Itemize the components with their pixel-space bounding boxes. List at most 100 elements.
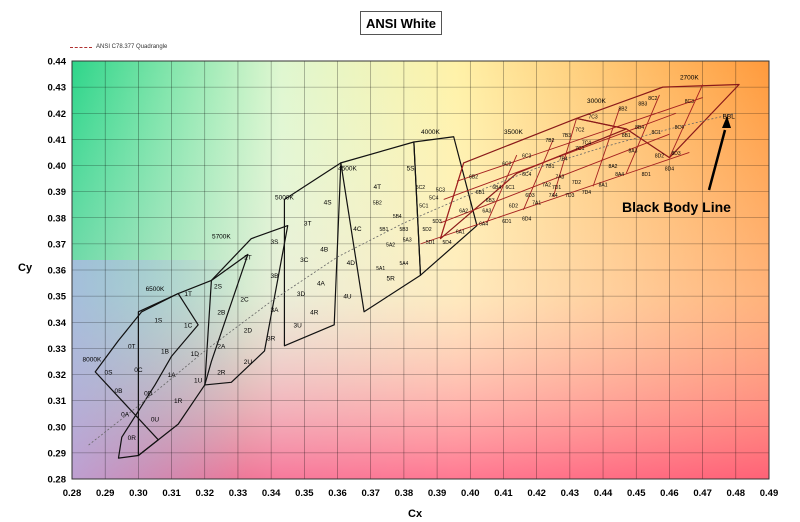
bin-label: 1T	[184, 291, 192, 298]
x-tick-label: 0.29	[96, 488, 115, 499]
bin-label: 1D	[191, 351, 200, 358]
bin-label-small: 6A1	[456, 229, 465, 235]
bin-label-small: 7C4	[582, 141, 591, 147]
sub-bin-line	[522, 139, 554, 211]
bin-label-small: 7A1	[532, 201, 541, 207]
bin-label-small: 5C3	[436, 188, 445, 194]
y-tick-label: 0.30	[48, 422, 67, 433]
bin-label-small: 6A4	[479, 222, 488, 228]
bin-label: 1B	[161, 349, 169, 356]
x-tick-label: 0.39	[428, 488, 447, 499]
bin-label-small: 6D3	[525, 193, 534, 199]
bin-label: 2D	[244, 328, 253, 335]
bin-label-small: 6B1	[476, 190, 485, 196]
bin-label: 2A	[217, 343, 226, 350]
cct-label: 4000K	[421, 129, 440, 136]
bin-label: 3B	[270, 273, 278, 280]
bin-label-small: 6D4	[522, 216, 531, 222]
y-tick-label: 0.33	[48, 344, 67, 355]
bin-label-small: 8C1	[652, 130, 661, 136]
bin-label-small: 6C2	[502, 162, 511, 168]
bin-label-small: 6C1	[506, 185, 515, 191]
bin-label-small: 5A3	[403, 237, 412, 243]
y-tick-label: 0.41	[48, 135, 67, 146]
sub-bin-row	[420, 152, 690, 245]
bin-label-small: 8B2	[619, 107, 628, 113]
chart-title: ANSI White	[360, 11, 442, 35]
x-tick-label: 0.30	[129, 488, 148, 499]
cct-label: 6500K	[146, 286, 165, 293]
bin-label-small: 5C2	[416, 185, 425, 191]
bin-label: 2S	[214, 283, 223, 290]
y-tick-label: 0.40	[48, 161, 67, 172]
x-tick-label: 0.40	[461, 488, 480, 499]
bin-label: 5S	[407, 166, 416, 173]
bin-label-small: 8B1	[622, 133, 631, 139]
bin-label-small: 7D1	[552, 185, 561, 191]
legend: ANSI C78.377 Quadrangle	[70, 44, 167, 50]
y-tick-label: 0.42	[48, 109, 67, 120]
bin-label-small: 7C1	[575, 146, 584, 152]
bbl-label: BBL	[723, 113, 736, 120]
bin-label: 0C	[134, 367, 143, 374]
cct-label: 5000K	[275, 194, 294, 201]
sub-bin-row	[456, 97, 703, 182]
bin-label-small: 6C3	[522, 154, 531, 160]
x-tick-label: 0.38	[395, 488, 414, 499]
bin-label-small: 6B4	[492, 185, 501, 191]
legend-label: ANSI C78.377 Quadrangle	[96, 44, 168, 50]
bin-label: 1C	[184, 322, 193, 329]
bin-label-small: 5B1	[380, 227, 389, 233]
x-tick-label: 0.35	[295, 488, 314, 499]
bin-label-small: 5D3	[433, 219, 442, 225]
x-tick-label: 0.33	[229, 488, 248, 499]
x-tick-label: 0.48	[727, 488, 746, 499]
bin-label: 4S	[324, 200, 333, 207]
bin-label-small: 6D1	[502, 219, 511, 225]
y-tick-label: 0.29	[48, 448, 67, 459]
cct-label: 3500K	[504, 129, 523, 136]
x-tick-label: 0.44	[594, 488, 613, 499]
bin-label-small: 6C4	[522, 172, 531, 178]
bin-label: 2T	[244, 255, 252, 262]
x-tick-label: 0.36	[328, 488, 347, 499]
sub-bin-row	[440, 133, 670, 224]
bin-label: 3U	[294, 322, 303, 329]
cct-label: 5700K	[212, 234, 231, 241]
y-tick-label: 0.36	[48, 266, 67, 277]
bin-label-small: 5D2	[423, 227, 432, 233]
bin-label: 1S	[154, 317, 163, 324]
x-tick-label: 0.31	[162, 488, 181, 499]
sub-bin-line	[625, 94, 660, 174]
y-tick-label: 0.37	[48, 239, 67, 250]
y-tick-label: 0.44	[48, 57, 67, 68]
x-tick-label: 0.41	[494, 488, 513, 499]
bin-label-small: 7B1	[545, 164, 554, 170]
bin-label: 0U	[151, 417, 160, 424]
bin-label: 2R	[217, 370, 226, 377]
bin-label-small: 8D1	[642, 172, 651, 178]
bin-label: 3T	[304, 221, 312, 228]
bin-label-small: 8C4	[675, 125, 684, 131]
bin-label-small: 5D4	[442, 240, 451, 246]
bin-label-small: 7D4	[582, 190, 591, 196]
sub-bin-line	[669, 84, 704, 158]
x-tick-label: 0.49	[760, 488, 779, 499]
bin-label: 1U	[194, 377, 203, 384]
bin-label-small: 5D1	[426, 240, 435, 246]
y-tick-label: 0.28	[48, 475, 67, 486]
x-tick-labels: 0.28 0.29 0.30 0.31 0.32 0.33 0.34 0.35 0.36 0.37…	[63, 488, 779, 499]
y-tick-labels: 0.28 0.29 0.30 0.31 0.32 0.33 0.34 0.35 0.36 0.37…	[48, 57, 67, 486]
bin-label: 4A	[317, 281, 326, 288]
x-tick-label: 0.42	[527, 488, 546, 499]
bin-label: 1A	[168, 372, 177, 379]
annotation-arrow	[707, 129, 727, 191]
bin-label: 3D	[297, 291, 306, 298]
y-tick-label: 0.34	[48, 318, 67, 329]
quadrangle-5000K	[283, 162, 342, 347]
bbl-curve	[88, 112, 736, 446]
bin-label-small: 7C2	[575, 128, 584, 134]
bin-label: 0A	[121, 411, 130, 418]
bin-label-small: 7A3	[555, 175, 564, 181]
